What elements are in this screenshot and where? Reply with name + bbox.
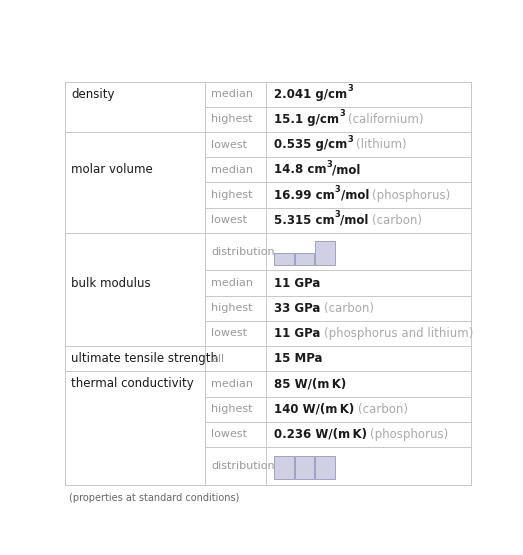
Text: 5.315 cm: 5.315 cm [274,214,335,227]
Text: 14.8 cm: 14.8 cm [274,163,327,176]
Bar [274,253,293,265]
Text: 3: 3 [335,210,340,219]
Text: (lithium): (lithium) [356,138,407,151]
Text: (phosphorus): (phosphorus) [370,428,449,441]
Text: distribution: distribution [211,461,275,471]
Text: 15.1 g/cm: 15.1 g/cm [274,113,339,126]
Text: (phosphorus and lithium): (phosphorus and lithium) [324,327,473,340]
Text: lowest: lowest [211,140,247,150]
Text: lowest: lowest [211,329,247,339]
Text: 11 GPa: 11 GPa [274,276,321,290]
Text: highest: highest [211,303,253,313]
Text: highest: highest [211,190,253,200]
Text: /mol: /mol [340,214,369,227]
Text: median: median [211,379,253,389]
Text: highest: highest [211,114,253,124]
Text: bulk modulus: bulk modulus [72,276,151,290]
Text: (phosphorus): (phosphorus) [372,189,450,201]
Text: 16.99 cm: 16.99 cm [274,189,335,201]
Bar [315,241,335,265]
Text: (carbon): (carbon) [324,302,374,315]
Text: median: median [211,165,253,175]
Text: median: median [211,278,253,288]
Text: density: density [72,88,115,100]
Text: 3: 3 [347,134,353,144]
Text: (properties at standard conditions): (properties at standard conditions) [70,493,240,503]
Text: 0.535 g/cm: 0.535 g/cm [274,138,347,151]
Text: /mol: /mol [333,163,361,176]
Text: all: all [211,354,224,364]
Text: distribution: distribution [211,246,275,256]
Text: 3: 3 [339,109,345,118]
Text: (californium): (californium) [348,113,424,126]
Text: 2.041 g/cm: 2.041 g/cm [274,88,347,100]
Bar [295,456,314,479]
Text: (carbon): (carbon) [358,402,407,416]
Text: molar volume: molar volume [72,163,153,176]
Bar [274,456,293,479]
Text: lowest: lowest [211,215,247,225]
Text: 3: 3 [335,185,340,194]
Text: 15 MPa: 15 MPa [274,352,323,365]
Text: lowest: lowest [211,430,247,440]
Text: highest: highest [211,404,253,414]
Text: thermal conductivity: thermal conductivity [72,377,194,390]
Text: ultimate tensile strength: ultimate tensile strength [72,352,219,365]
Text: median: median [211,89,253,99]
Text: 140 W/(m K): 140 W/(m K) [274,402,355,416]
Bar [295,253,314,265]
Text: 11 GPa: 11 GPa [274,327,321,340]
Text: 85 W/(m K): 85 W/(m K) [274,377,346,390]
Text: 3: 3 [327,160,333,169]
Text: 33 GPa: 33 GPa [274,302,321,315]
Text: /mol: /mol [340,189,369,201]
Text: (carbon): (carbon) [372,214,422,227]
Text: 0.236 W/(m K): 0.236 W/(m K) [274,428,367,441]
Text: 3: 3 [347,84,353,93]
Bar [315,456,335,479]
